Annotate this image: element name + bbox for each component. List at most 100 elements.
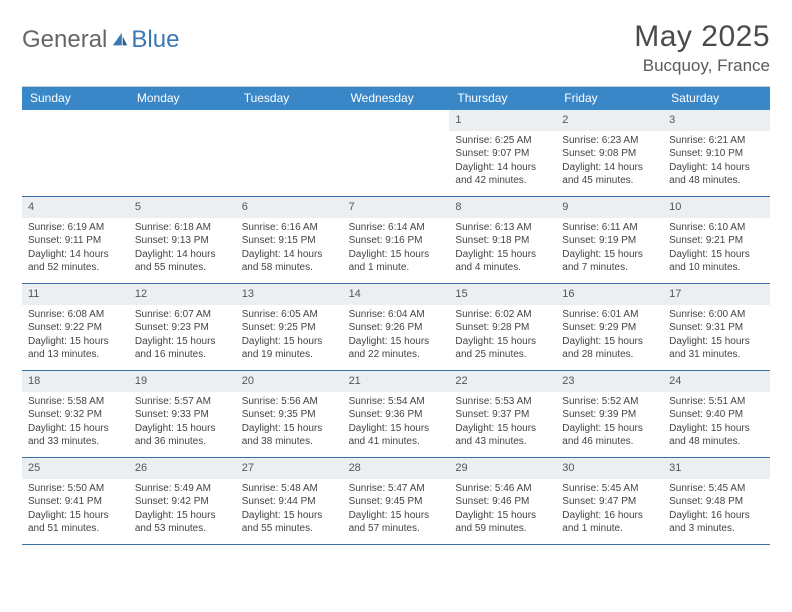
sunset-text: Sunset: 9:29 PM (562, 321, 657, 335)
sunset-text: Sunset: 9:45 PM (349, 495, 444, 509)
day-cell: 12Sunrise: 6:07 AMSunset: 9:23 PMDayligh… (129, 284, 236, 370)
sunrise-text: Sunrise: 5:47 AM (349, 482, 444, 496)
daylight-text: Daylight: 15 hours (28, 335, 123, 349)
day-number: 19 (129, 371, 236, 392)
sunset-text: Sunset: 9:18 PM (455, 234, 550, 248)
daylight-text: and 13 minutes. (28, 348, 123, 362)
day-number: 28 (343, 458, 450, 479)
day-cell: 3Sunrise: 6:21 AMSunset: 9:10 PMDaylight… (663, 110, 770, 196)
month-title: May 2025 (634, 20, 770, 54)
sunset-text: Sunset: 9:23 PM (135, 321, 230, 335)
daylight-text: and 55 minutes. (135, 261, 230, 275)
day-number: 6 (236, 197, 343, 218)
sunset-text: Sunset: 9:21 PM (669, 234, 764, 248)
sunrise-text: Sunrise: 5:50 AM (28, 482, 123, 496)
daylight-text: Daylight: 14 hours (562, 161, 657, 175)
sunrise-text: Sunrise: 6:23 AM (562, 134, 657, 148)
day-cell: 29Sunrise: 5:46 AMSunset: 9:46 PMDayligh… (449, 458, 556, 544)
daylight-text: Daylight: 15 hours (562, 422, 657, 436)
daylight-text: Daylight: 15 hours (455, 422, 550, 436)
daylight-text: Daylight: 14 hours (28, 248, 123, 262)
day-cell: 28 Sunrise: 5:47 AMSunset: 9:45 PMDayligh… (343, 458, 450, 544)
sunrise-text: Sunrise: 6:11 AM (562, 221, 657, 235)
weeks-container: 1Sunrise: 6:25 AMSunset: 9:07 PMDaylight… (22, 110, 770, 545)
sunrise-text: Sunrise: 5:52 AM (562, 395, 657, 409)
day-number: 25 (22, 458, 129, 479)
calendar-page: General Blue May 2025 Bucquoy, France Su… (0, 0, 792, 555)
daylight-text: Daylight: 15 hours (562, 248, 657, 262)
day-cell: 8Sunrise: 6:13 AMSunset: 9:18 PMDaylight… (449, 197, 556, 283)
sunrise-text: Sunrise: 5:48 AM (242, 482, 337, 496)
sunrise-text: Sunrise: 5:45 AM (562, 482, 657, 496)
sunrise-text: Sunrise: 5:45 AM (669, 482, 764, 496)
day-cell: 5Sunrise: 6:18 AMSunset: 9:13 PMDaylight… (129, 197, 236, 283)
sunset-text: Sunset: 9:37 PM (455, 408, 550, 422)
daylight-text: Daylight: 14 hours (669, 161, 764, 175)
daylight-text: and 36 minutes. (135, 435, 230, 449)
weekday-header: Monday (129, 87, 236, 110)
daylight-text: and 7 minutes. (562, 261, 657, 275)
day-number: 24 (663, 371, 770, 392)
sunset-text: Sunset: 9:10 PM (669, 147, 764, 161)
day-cell: 25Sunrise: 5:50 AMSunset: 9:41 PMDayligh… (22, 458, 129, 544)
daylight-text: and 48 minutes. (669, 174, 764, 188)
daylight-text: and 46 minutes. (562, 435, 657, 449)
sunset-text: Sunset: 9:36 PM (349, 408, 444, 422)
sunset-text: Sunset: 9:16 PM (349, 234, 444, 248)
weekday-header: Wednesday (343, 87, 450, 110)
day-number: 30 (556, 458, 663, 479)
sunrise-text: Sunrise: 6:18 AM (135, 221, 230, 235)
day-number: 16 (556, 284, 663, 305)
daylight-text: Daylight: 15 hours (242, 335, 337, 349)
daylight-text: and 43 minutes. (455, 435, 550, 449)
daylight-text: Daylight: 14 hours (455, 161, 550, 175)
sunset-text: Sunset: 9:46 PM (455, 495, 550, 509)
daylight-text: Daylight: 15 hours (135, 509, 230, 523)
week-row: 25Sunrise: 5:50 AMSunset: 9:41 PMDayligh… (22, 458, 770, 545)
daylight-text: Daylight: 16 hours (562, 509, 657, 523)
sunrise-text: Sunrise: 6:05 AM (242, 308, 337, 322)
sunrise-text: Sunrise: 5:49 AM (135, 482, 230, 496)
daylight-text: and 1 minute. (562, 522, 657, 536)
sunset-text: Sunset: 9:31 PM (669, 321, 764, 335)
day-number: 15 (449, 284, 556, 305)
daylight-text: Daylight: 15 hours (562, 335, 657, 349)
sunset-text: Sunset: 9:08 PM (562, 147, 657, 161)
daylight-text: and 10 minutes. (669, 261, 764, 275)
day-number: 27 (236, 458, 343, 479)
sunrise-text: Sunrise: 5:53 AM (455, 395, 550, 409)
day-number: 13 (236, 284, 343, 305)
daylight-text: and 16 minutes. (135, 348, 230, 362)
daylight-text: and 38 minutes. (242, 435, 337, 449)
day-number: 23 (556, 371, 663, 392)
daylight-text: Daylight: 15 hours (669, 248, 764, 262)
day-cell: 2Sunrise: 6:23 AMSunset: 9:08 PMDaylight… (556, 110, 663, 196)
sunrise-text: Sunrise: 5:54 AM (349, 395, 444, 409)
weekday-header: Thursday (449, 87, 556, 110)
sunrise-text: Sunrise: 6:07 AM (135, 308, 230, 322)
daylight-text: Daylight: 15 hours (349, 509, 444, 523)
sunrise-text: Sunrise: 6:13 AM (455, 221, 550, 235)
day-number: 21 (343, 371, 450, 392)
daylight-text: Daylight: 15 hours (28, 422, 123, 436)
day-number: 5 (129, 197, 236, 218)
sunrise-text: Sunrise: 6:01 AM (562, 308, 657, 322)
daylight-text: Daylight: 15 hours (669, 335, 764, 349)
daylight-text: and 3 minutes. (669, 522, 764, 536)
sunset-text: Sunset: 9:25 PM (242, 321, 337, 335)
day-cell: 17Sunrise: 6:00 AMSunset: 9:31 PMDayligh… (663, 284, 770, 370)
day-number: 12 (129, 284, 236, 305)
title-block: May 2025 Bucquoy, France (634, 20, 770, 76)
daylight-text: Daylight: 15 hours (349, 248, 444, 262)
day-cell: 16 Sunrise: 6:01 AMSunset: 9:29 PMDayligh… (556, 284, 663, 370)
sunrise-text: Sunrise: 5:51 AM (669, 395, 764, 409)
brand-logo: General Blue (22, 20, 179, 54)
daylight-text: and 52 minutes. (28, 261, 123, 275)
brand-part1: General (22, 26, 107, 54)
daylight-text: Daylight: 15 hours (669, 422, 764, 436)
daylight-text: Daylight: 16 hours (669, 509, 764, 523)
daylight-text: and 1 minute. (349, 261, 444, 275)
sunset-text: Sunset: 9:44 PM (242, 495, 337, 509)
weekday-header-row: Sunday Monday Tuesday Wednesday Thursday… (22, 87, 770, 110)
daylight-text: and 59 minutes. (455, 522, 550, 536)
